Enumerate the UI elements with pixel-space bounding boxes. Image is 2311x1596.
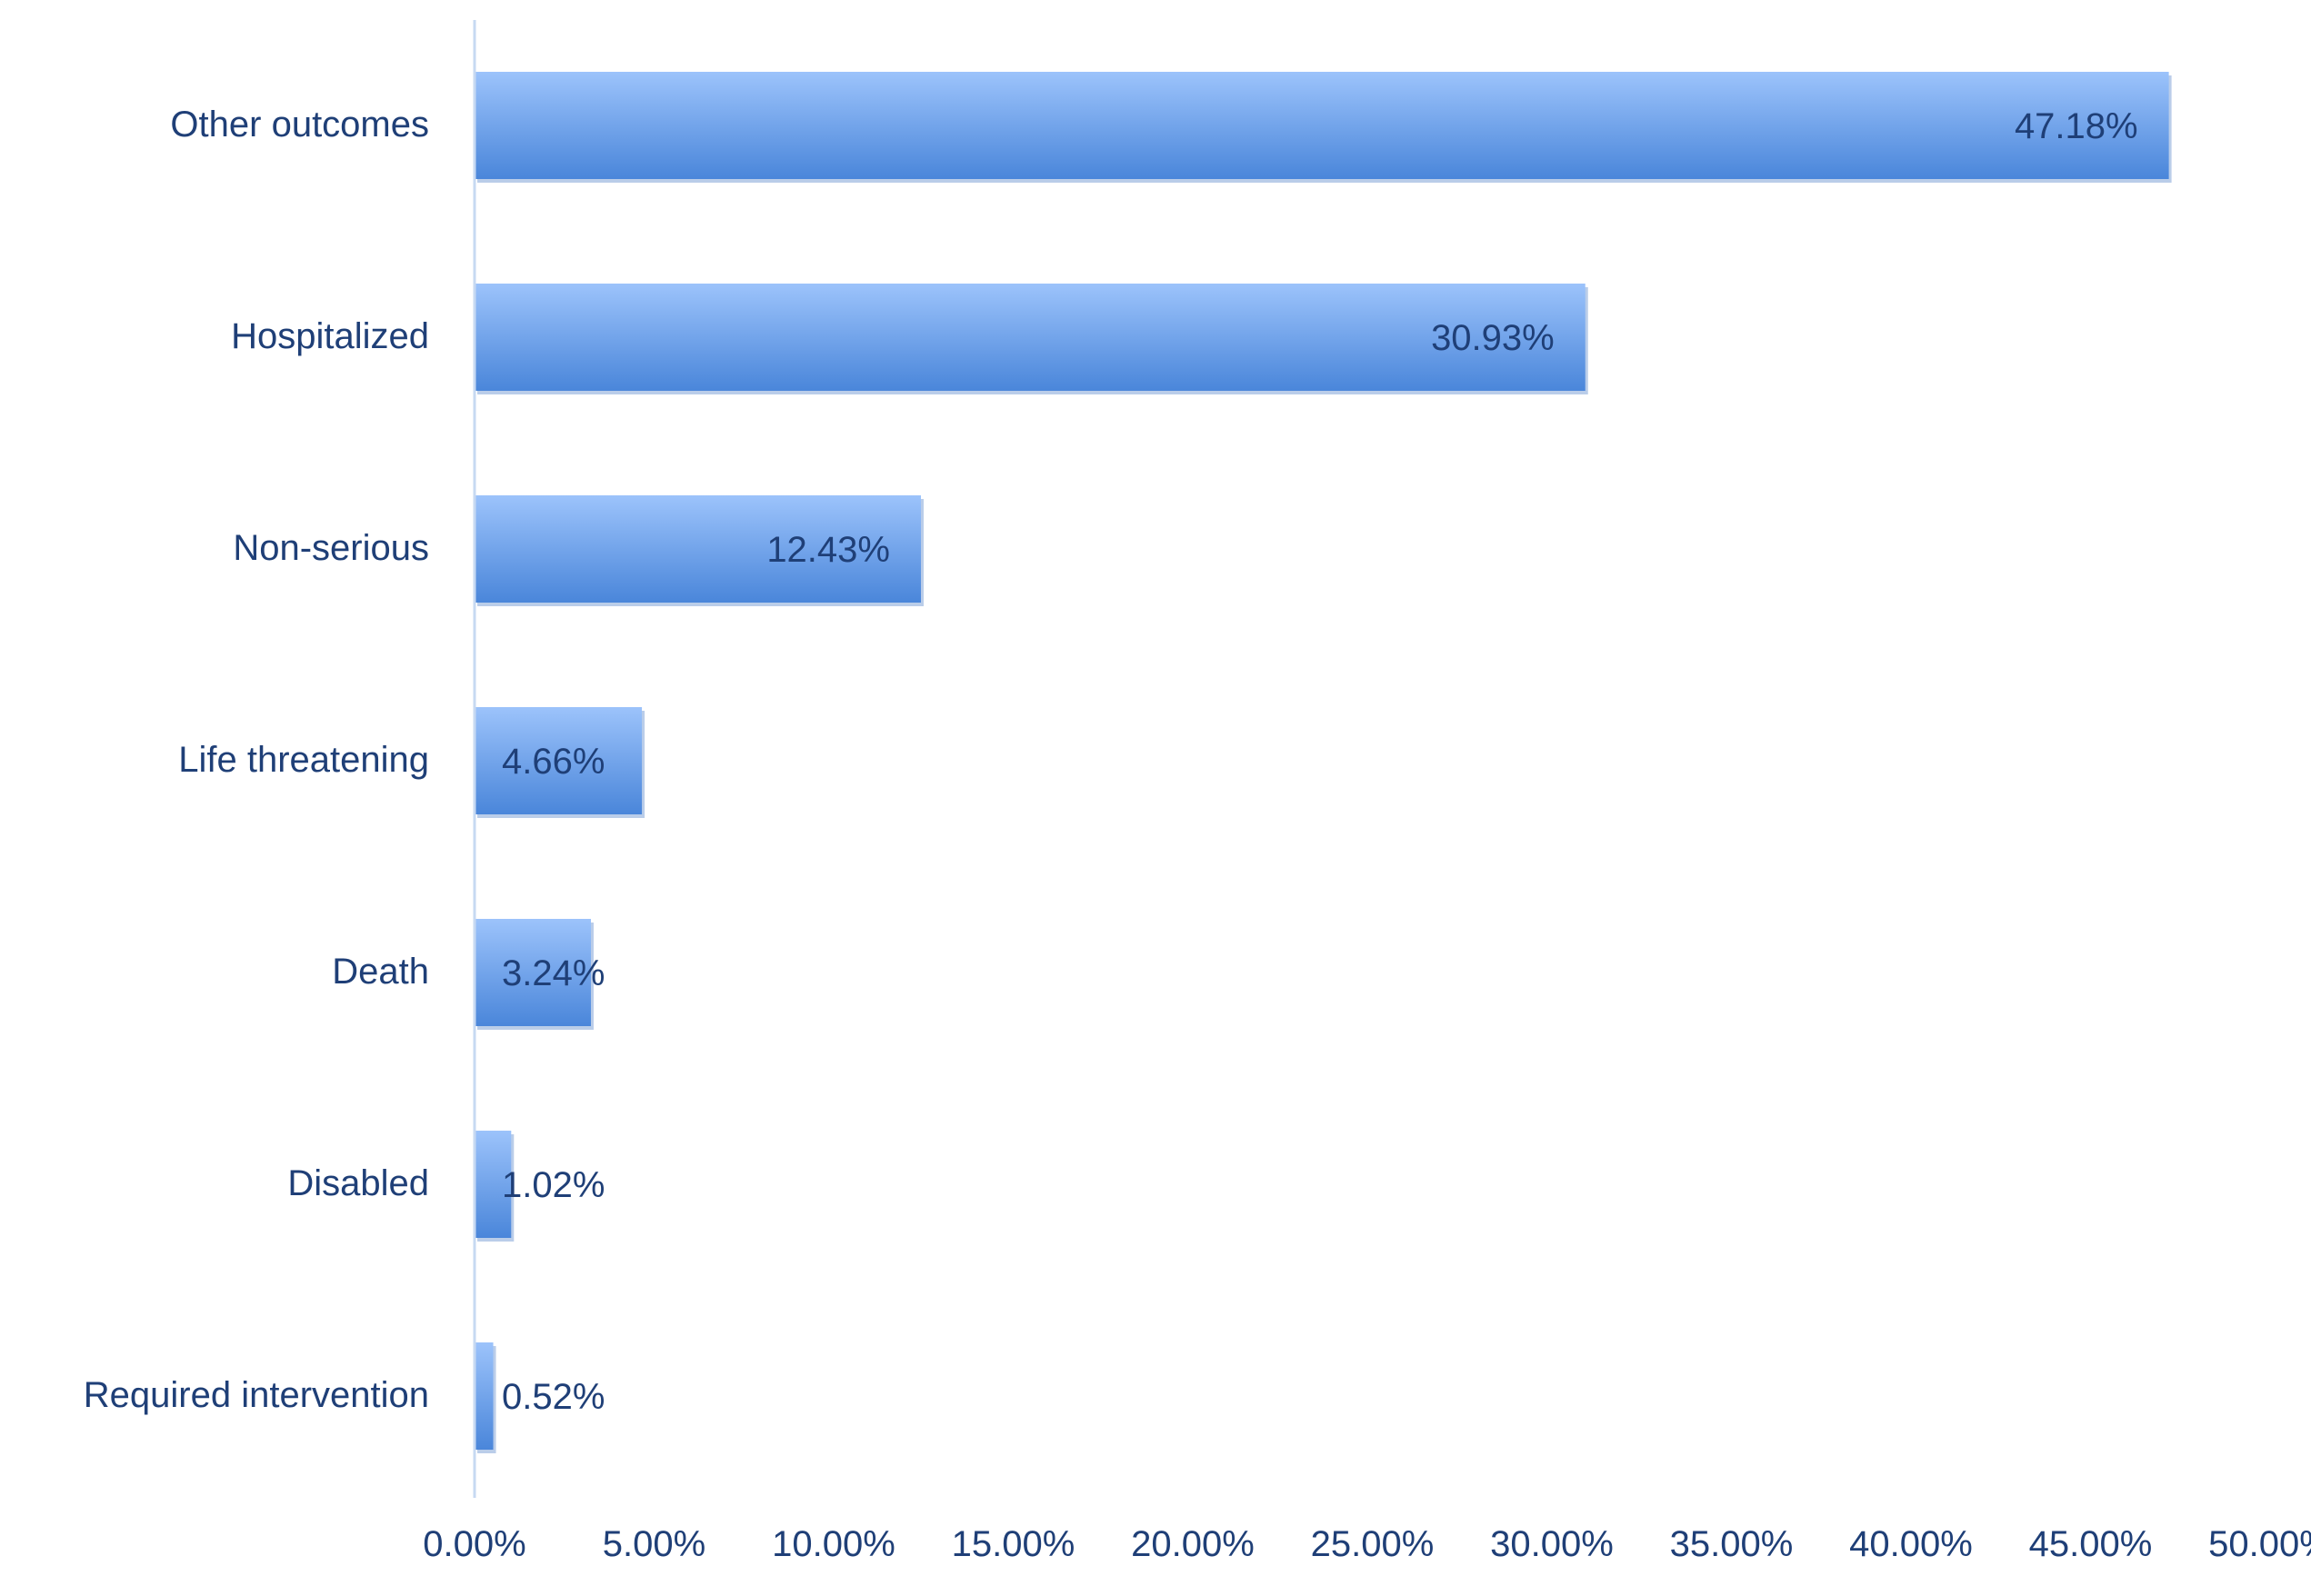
x-tick-label: 25.00% [1311,1524,1435,1564]
category-label: Required intervention [84,1375,429,1415]
data-label: 4.66% [502,742,605,782]
x-tick-label: 10.00% [772,1524,895,1564]
data-label: 30.93% [1431,318,1555,358]
bars-group: 47.18% 30.93% 12.43% 4.66% 3.24% 1.02% 0.52% [475,72,2172,1453]
x-tick-label: 50.00% [2208,1524,2311,1564]
bar [475,1342,494,1450]
x-tick-label: 35.00% [1670,1524,1794,1564]
x-tick-label: 0.00% [423,1524,525,1564]
category-label: Life threatening [178,740,429,780]
category-label: Disabled [287,1163,429,1203]
x-tick-label: 20.00% [1131,1524,1255,1564]
x-tick-label: 40.00% [1849,1524,1973,1564]
x-tick-label: 5.00% [603,1524,705,1564]
bar [475,72,2169,179]
data-label: 1.02% [502,1165,605,1205]
category-label: Hospitalized [231,316,429,356]
category-label: Non-serious [233,528,429,568]
x-tick-label: 30.00% [1490,1524,1614,1564]
x-tick-labels-group: 0.00% 5.00% 10.00% 15.00% 20.00% 25.00% 30.00%… [423,1524,2311,1564]
bar [475,707,643,814]
data-label: 0.52% [502,1377,605,1417]
x-tick-label: 15.00% [952,1524,1075,1564]
data-label: 3.24% [502,953,605,993]
category-label: Death [332,952,429,992]
bar [475,919,591,1026]
category-labels-group: Other outcomes Hospitalized Non-serious Lif… [84,105,429,1415]
category-label: Other outcomes [170,105,429,145]
bar [475,284,1586,391]
bar [475,1131,512,1238]
data-label: 47.18% [2015,106,2138,146]
data-label: 12.43% [766,530,890,570]
bar [475,495,921,603]
x-tick-label: 45.00% [2029,1524,2153,1564]
